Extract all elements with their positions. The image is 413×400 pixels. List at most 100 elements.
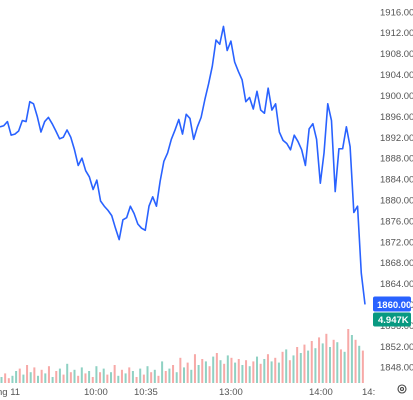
- y-tick-label: 1916.00: [380, 7, 413, 18]
- volume-bar: [350, 335, 353, 383]
- volume-bar: [208, 366, 211, 383]
- price-line-group: [0, 25, 366, 305]
- volume-bar: [183, 367, 186, 383]
- volume-bar: [303, 344, 306, 383]
- volume-bar: [88, 371, 91, 383]
- volume-bar: [329, 347, 332, 383]
- volume-bar: [332, 339, 335, 383]
- volume-bar: [99, 372, 102, 383]
- y-tick-label: 1852.00: [380, 342, 413, 353]
- volume-bar: [117, 375, 120, 383]
- last-price-tag-bg: [373, 296, 411, 312]
- volume-bar: [321, 343, 324, 383]
- y-tick-label: 1892.00: [380, 133, 413, 144]
- volume-bar: [219, 360, 222, 383]
- volume-bar: [150, 372, 153, 383]
- volume-bar: [186, 362, 189, 383]
- volume-bar: [128, 367, 131, 383]
- volume-bar: [113, 365, 116, 383]
- y-tick-label: 1904.00: [380, 70, 413, 81]
- volume-bar: [256, 356, 259, 383]
- y-tick-label: 1884.00: [380, 175, 413, 186]
- volume-bar: [91, 377, 94, 383]
- volume-bar: [230, 357, 233, 383]
- volume-bar: [204, 361, 207, 383]
- x-tick-label: 13:00: [219, 387, 243, 398]
- volume-bar: [131, 371, 134, 383]
- volume-bar: [237, 359, 240, 383]
- volume-tag: 4.947K: [373, 312, 411, 327]
- y-tick-label: 1900.00: [380, 91, 413, 102]
- volume-bar: [234, 362, 237, 383]
- volume-bar: [314, 348, 317, 383]
- volume-bar: [281, 351, 284, 383]
- volume-bar: [102, 368, 105, 383]
- volume-bar: [84, 373, 87, 383]
- volume-bar: [343, 351, 346, 383]
- volume-bar: [172, 365, 175, 383]
- volume-bar: [153, 369, 156, 383]
- volume-bar: [292, 355, 295, 383]
- volume-bar: [193, 354, 196, 383]
- x-axis[interactable]: ng 11 10:00 10:35 13:00 14:00 14:: [0, 387, 375, 398]
- volume-bar: [252, 361, 255, 383]
- volume-bar: [73, 369, 76, 383]
- volume-bar: [263, 359, 266, 383]
- volume-bar: [296, 347, 299, 383]
- volume-bar: [146, 366, 149, 383]
- volume-bars: [0, 329, 364, 383]
- volume-bar: [347, 329, 350, 383]
- volume-bar: [142, 374, 145, 383]
- volume-bar: [157, 375, 160, 383]
- x-tick-label: ng 11: [0, 387, 20, 398]
- volume-bar: [212, 356, 215, 383]
- volume-bar: [266, 354, 269, 383]
- volume-bar: [44, 373, 47, 383]
- volume-bar: [124, 373, 127, 383]
- volume-bar: [26, 365, 29, 383]
- x-tick-label: 10:00: [84, 387, 108, 398]
- volume-bar: [339, 349, 342, 383]
- volume-bar: [29, 372, 32, 383]
- volume-bar: [110, 372, 113, 383]
- volume-bar: [361, 350, 364, 383]
- settings-button[interactable]: [395, 382, 409, 396]
- x-tick-label: 14:: [362, 387, 375, 398]
- volume-bar: [15, 371, 18, 383]
- volume-bar: [40, 369, 43, 383]
- volume-bar: [179, 357, 182, 383]
- volume-bar: [226, 355, 229, 383]
- volume-bar: [285, 349, 288, 383]
- volume-bar: [77, 375, 80, 383]
- price-line: [0, 25, 366, 305]
- last-price-tag: 1860.00: [373, 296, 411, 312]
- volume-bar: [95, 366, 98, 383]
- gear-icon: [397, 384, 407, 394]
- volume-bar: [62, 374, 65, 383]
- volume-bar: [175, 372, 178, 383]
- volume-bar: [201, 359, 204, 383]
- volume-bar: [69, 372, 72, 383]
- volume-bar: [33, 367, 36, 383]
- volume-bar: [106, 374, 109, 383]
- volume-bar: [288, 360, 291, 383]
- volume-bar: [318, 337, 321, 383]
- volume-bar: [7, 378, 10, 383]
- volume-bar: [215, 353, 218, 383]
- y-tick-label: 1896.00: [380, 112, 413, 123]
- x-tick-label: 14:00: [309, 387, 333, 398]
- volume-bar: [161, 361, 164, 383]
- y-tick-label: 1876.00: [380, 216, 413, 227]
- y-tick-label: 1880.00: [380, 195, 413, 206]
- volume-bar: [58, 368, 61, 383]
- volume-bar: [37, 375, 40, 383]
- volume-bar: [270, 361, 273, 383]
- volume-bar: [325, 333, 328, 383]
- volume-bar: [223, 363, 226, 383]
- volume-bar: [245, 360, 248, 383]
- volume-bar: [22, 374, 25, 383]
- volume-bar: [358, 345, 361, 383]
- volume-bar: [190, 369, 193, 383]
- y-tick-label: 1888.00: [380, 154, 413, 165]
